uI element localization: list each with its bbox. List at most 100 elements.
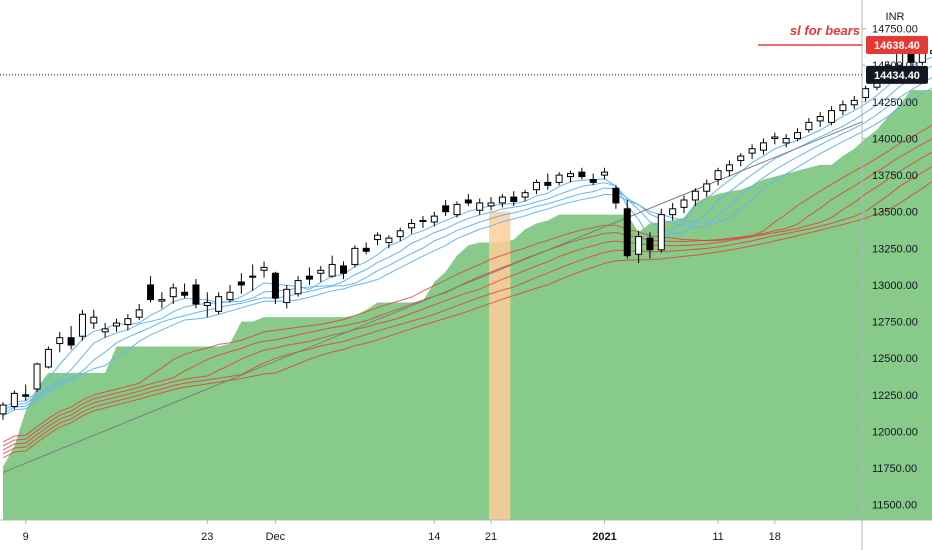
candle-body[interactable] xyxy=(498,196,506,204)
candle-body[interactable] xyxy=(90,316,98,324)
candle-body[interactable] xyxy=(271,272,279,299)
x-axis: 9 23 Dec 14 21 2021 11 18 xyxy=(0,519,932,543)
candle-body[interactable] xyxy=(930,50,932,55)
highlight-band xyxy=(489,211,511,520)
candle-body[interactable] xyxy=(635,236,643,255)
candle-body[interactable] xyxy=(22,394,30,397)
y-tick-label: 12250.00 xyxy=(872,390,918,402)
candle-body[interactable] xyxy=(305,275,313,280)
candle-body[interactable] xyxy=(249,275,257,278)
candle-body[interactable] xyxy=(237,281,245,286)
candle-body[interactable] xyxy=(601,171,609,176)
candle-body[interactable] xyxy=(10,392,18,408)
green-cloud-area xyxy=(3,90,932,520)
candle-body[interactable] xyxy=(669,208,677,216)
y-tick-label: 12000.00 xyxy=(872,426,918,438)
candle-body[interactable] xyxy=(918,53,926,63)
candle-body[interactable] xyxy=(862,88,870,98)
candle-body[interactable] xyxy=(657,214,665,251)
candle-body[interactable] xyxy=(725,164,733,172)
y-tick-label: 14750.00 xyxy=(872,24,918,36)
candle-body[interactable] xyxy=(510,196,518,202)
candle-body[interactable] xyxy=(158,299,166,302)
candle-body[interactable] xyxy=(317,269,325,274)
candle-body[interactable] xyxy=(748,148,756,154)
y-tick-label: 12750.00 xyxy=(872,317,918,329)
candle-body[interactable] xyxy=(737,155,745,161)
y-tick-label: 11750.00 xyxy=(872,463,917,475)
candle-body[interactable] xyxy=(850,99,858,106)
candle-body[interactable] xyxy=(374,234,382,241)
y-tick-label: 14000.00 xyxy=(872,133,918,145)
candle-body[interactable] xyxy=(419,220,427,223)
candle-body[interactable] xyxy=(691,190,699,201)
x-tick-label: 23 xyxy=(201,531,213,543)
candle-body[interactable] xyxy=(181,291,189,296)
candle-body[interactable] xyxy=(816,116,824,122)
candle-body[interactable] xyxy=(430,215,438,223)
candle-body[interactable] xyxy=(385,237,393,243)
x-tick-label: 2021 xyxy=(592,531,616,543)
sl-price-tag xyxy=(866,35,928,54)
candle-body[interactable] xyxy=(442,205,450,213)
candle-body[interactable] xyxy=(192,284,200,305)
candle-body[interactable] xyxy=(396,230,404,238)
candle-body[interactable] xyxy=(67,337,75,346)
candle-body[interactable] xyxy=(623,208,631,257)
candle-body[interactable] xyxy=(759,142,767,151)
candle-body[interactable] xyxy=(33,363,41,390)
candle-body[interactable] xyxy=(680,199,688,208)
candle-body[interactable] xyxy=(828,110,836,123)
candle-body[interactable] xyxy=(578,171,586,178)
candle-body[interactable] xyxy=(351,247,359,265)
candle-body[interactable] xyxy=(340,265,347,274)
candle-body[interactable] xyxy=(44,348,52,368)
candle-body[interactable] xyxy=(169,287,177,298)
candle-body[interactable] xyxy=(612,187,620,204)
candle-body[interactable] xyxy=(78,313,86,337)
candle-body[interactable] xyxy=(362,247,370,252)
candle-body[interactable] xyxy=(703,183,711,192)
candle-body[interactable] xyxy=(453,203,461,216)
candle-body[interactable] xyxy=(101,328,109,333)
candle-body[interactable] xyxy=(408,222,416,229)
candle-body[interactable] xyxy=(805,121,813,131)
candle-body[interactable] xyxy=(147,284,155,301)
candle-body[interactable] xyxy=(487,202,495,207)
candle-body[interactable] xyxy=(215,296,223,312)
candle-body[interactable] xyxy=(714,170,722,180)
candle-body[interactable] xyxy=(294,280,302,295)
x-tick-label: 21 xyxy=(485,531,497,543)
candle-body[interactable] xyxy=(555,174,563,183)
candle-body[interactable] xyxy=(544,181,552,186)
candle-body[interactable] xyxy=(283,288,291,304)
candle-body[interactable] xyxy=(113,322,120,327)
candle-body[interactable] xyxy=(567,173,574,178)
candle-body[interactable] xyxy=(135,309,143,318)
candle-body[interactable] xyxy=(260,266,268,271)
candle-body[interactable] xyxy=(532,181,540,191)
candle-body[interactable] xyxy=(589,178,597,183)
candle-body[interactable] xyxy=(226,291,234,301)
red-band-line-1 xyxy=(2,124,932,443)
candle-body[interactable] xyxy=(476,202,484,211)
last-price-tag xyxy=(866,65,928,84)
candle-body[interactable] xyxy=(56,337,64,345)
candle-body[interactable] xyxy=(0,404,7,415)
x-tick-label: 11 xyxy=(712,531,723,543)
candle-body[interactable] xyxy=(521,192,529,198)
sl-annotation: sl for bears xyxy=(790,23,860,38)
candle-body[interactable] xyxy=(203,302,211,306)
candle-body[interactable] xyxy=(124,318,132,326)
candle-body[interactable] xyxy=(782,137,790,144)
y-tick-label: 11500.00 xyxy=(872,500,917,512)
candle-body[interactable] xyxy=(464,199,472,204)
candle-body[interactable] xyxy=(328,263,336,277)
currency-label: INR xyxy=(886,11,905,23)
candle-body[interactable] xyxy=(771,136,779,139)
candle-body[interactable] xyxy=(646,237,654,251)
candle-body[interactable] xyxy=(794,132,801,139)
candle-body[interactable] xyxy=(839,104,847,112)
